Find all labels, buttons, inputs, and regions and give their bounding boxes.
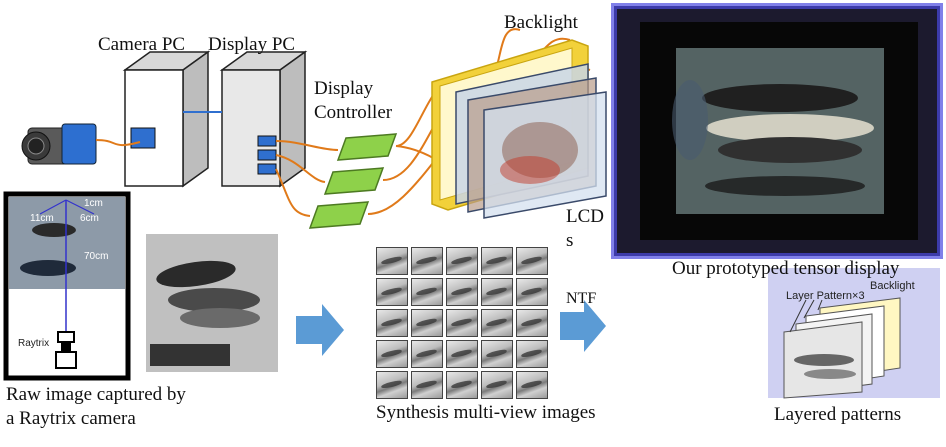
ntf-label: NTF	[566, 290, 597, 307]
view-tile	[411, 340, 443, 368]
layer-pattern-label: Layer Pattern×3	[786, 290, 865, 302]
dist-6cm: 6cm	[80, 213, 99, 224]
dist-70cm: 70cm	[84, 251, 109, 262]
view-tile	[376, 309, 408, 337]
raw-caption-1: Raw image captured by	[6, 384, 186, 405]
prototype-photo	[611, 3, 943, 259]
display-controller-label-2: Controller	[314, 102, 393, 123]
view-tile	[376, 247, 408, 275]
flow-arrow-2	[560, 300, 606, 352]
prototype-caption: Our prototyped tensor display	[672, 258, 900, 279]
view-tile	[411, 247, 443, 275]
view-tile	[411, 371, 443, 399]
layered-inset	[768, 268, 940, 399]
view-tile	[516, 371, 548, 399]
display-pc-label: Display PC	[208, 34, 296, 55]
raw-caption-2: a Raytrix camera	[6, 408, 136, 429]
view-tile	[446, 309, 478, 337]
lcds-label-2: s	[566, 230, 574, 251]
multiview-grid	[376, 247, 548, 399]
display-stack	[431, 39, 607, 219]
camera-cable	[95, 139, 141, 147]
camera-pc-tower	[122, 50, 211, 188]
view-tile	[481, 371, 513, 399]
inset-backlight-label: Backlight	[870, 280, 915, 292]
view-tile	[481, 247, 513, 275]
raw-image-photo	[146, 234, 278, 372]
camera-pc-label: Camera PC	[98, 34, 186, 55]
synthesis-caption: Synthesis multi-view images	[376, 402, 596, 423]
view-tile	[446, 247, 478, 275]
view-tile	[516, 340, 548, 368]
view-tile	[446, 371, 478, 399]
lcds-label-1: LCD	[566, 206, 604, 227]
layered-caption: Layered patterns	[774, 404, 902, 425]
view-tile	[446, 278, 478, 306]
view-tile	[376, 371, 408, 399]
dist-1cm: 1cm	[84, 198, 103, 209]
flow-arrow-1	[296, 304, 344, 356]
view-tile	[376, 278, 408, 306]
raytrix-label: Raytrix	[18, 338, 50, 349]
backlight-label: Backlight	[504, 12, 578, 33]
view-tile	[516, 309, 548, 337]
view-tile	[411, 278, 443, 306]
dist-11cm: 11cm	[30, 213, 54, 224]
controller-boards	[308, 133, 398, 229]
display-pc-tower	[219, 50, 308, 188]
view-tile	[516, 278, 548, 306]
display-controller-label-1: Display	[314, 78, 374, 99]
view-tile	[481, 340, 513, 368]
view-tile	[481, 278, 513, 306]
view-tile	[376, 340, 408, 368]
view-tile	[481, 309, 513, 337]
view-tile	[516, 247, 548, 275]
view-tile	[411, 309, 443, 337]
setup-inset	[3, 191, 131, 381]
camera-device	[21, 123, 97, 165]
view-tile	[446, 340, 478, 368]
